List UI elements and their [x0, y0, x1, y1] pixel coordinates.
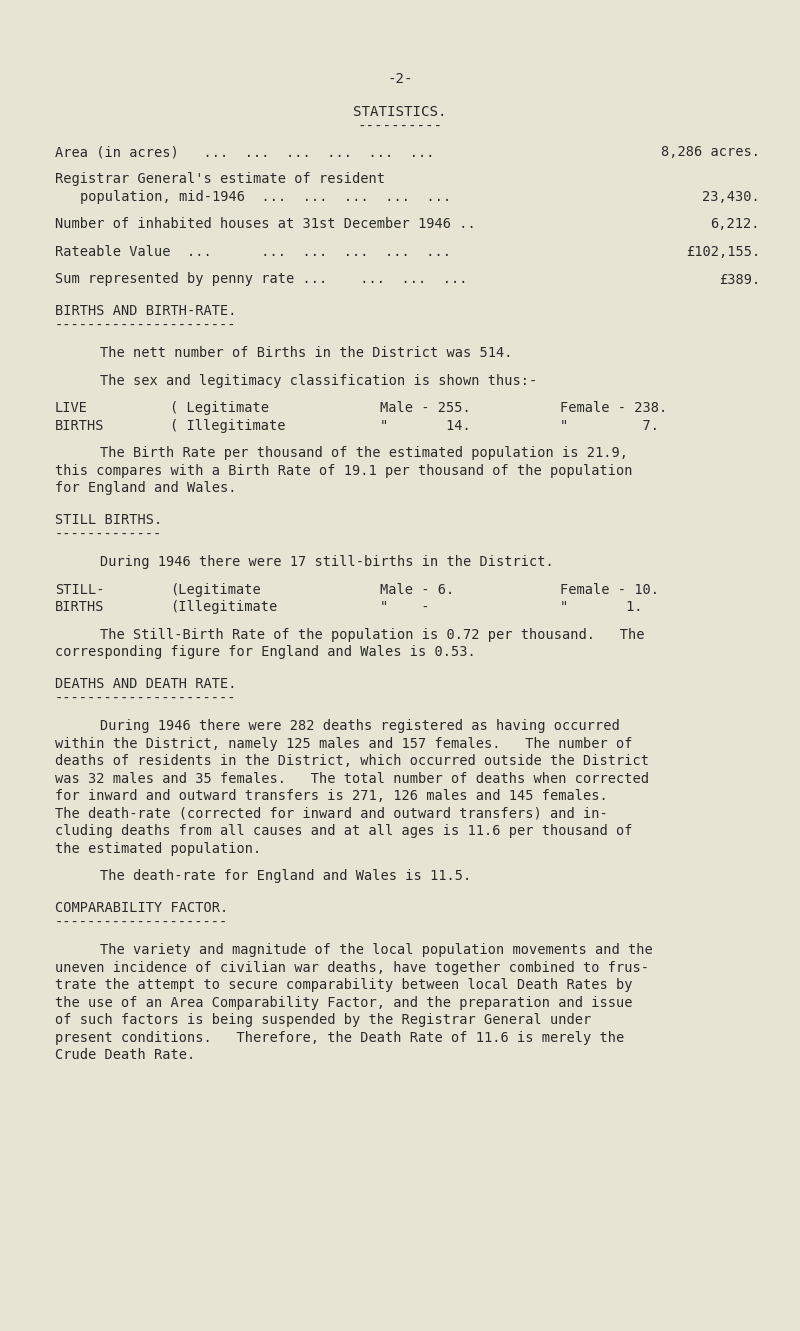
Text: -2-: -2- — [387, 72, 413, 87]
Text: Crude Death Rate.: Crude Death Rate. — [55, 1047, 195, 1062]
Text: STILL-: STILL- — [55, 583, 105, 596]
Text: deaths of residents in the District, which occurred outside the District: deaths of residents in the District, whi… — [55, 755, 649, 768]
Text: The variety and magnitude of the local population movements and the: The variety and magnitude of the local p… — [100, 942, 653, 957]
Text: uneven incidence of civilian war deaths, have together combined to frus-: uneven incidence of civilian war deaths,… — [55, 961, 649, 974]
Text: the use of an Area Comparability Factor, and the preparation and issue: the use of an Area Comparability Factor,… — [55, 996, 633, 1009]
Text: Number of inhabited houses at 31st December 1946 ..: Number of inhabited houses at 31st Decem… — [55, 217, 476, 232]
Text: (Legitimate: (Legitimate — [170, 583, 261, 596]
Text: Registrar General's estimate of resident: Registrar General's estimate of resident — [55, 173, 385, 186]
Text: Male - 255.: Male - 255. — [380, 402, 470, 415]
Text: ----------------------: ---------------------- — [55, 692, 237, 705]
Text: BIRTHS: BIRTHS — [55, 419, 105, 433]
Text: Sum represented by penny rate ...    ...  ...  ...: Sum represented by penny rate ... ... ..… — [55, 273, 467, 286]
Text: "    -: " - — [380, 600, 430, 614]
Text: 23,430.: 23,430. — [702, 190, 760, 204]
Text: this compares with a Birth Rate of 19.1 per thousand of the population: this compares with a Birth Rate of 19.1 … — [55, 465, 633, 478]
Text: Rateable Value  ...      ...  ...  ...  ...  ...: Rateable Value ... ... ... ... ... ... — [55, 245, 451, 260]
Text: The sex and legitimacy classification is shown thus:-: The sex and legitimacy classification is… — [100, 374, 538, 387]
Text: The nett number of Births in the District was 514.: The nett number of Births in the Distric… — [100, 346, 513, 361]
Text: BIRTHS AND BIRTH-RATE.: BIRTHS AND BIRTH-RATE. — [55, 303, 237, 318]
Text: ( Illegitimate: ( Illegitimate — [170, 419, 286, 433]
Text: STILL BIRTHS.: STILL BIRTHS. — [55, 512, 162, 527]
Text: Female - 10.: Female - 10. — [560, 583, 659, 596]
Text: corresponding figure for England and Wales is 0.53.: corresponding figure for England and Wal… — [55, 646, 476, 659]
Text: for England and Wales.: for England and Wales. — [55, 482, 237, 495]
Text: The death-rate (corrected for inward and outward transfers) and in-: The death-rate (corrected for inward and… — [55, 807, 608, 821]
Text: (Illegitimate: (Illegitimate — [170, 600, 278, 614]
Text: ---------------------: --------------------- — [55, 916, 228, 929]
Text: The Birth Rate per thousand of the estimated population is 21.9,: The Birth Rate per thousand of the estim… — [100, 446, 628, 461]
Text: LIVE: LIVE — [55, 402, 88, 415]
Text: within the District, namely 125 males and 157 females.   The number of: within the District, namely 125 males an… — [55, 736, 633, 751]
Text: ----------------------: ---------------------- — [55, 319, 237, 333]
Text: 6,212.: 6,212. — [710, 217, 760, 232]
Text: "       14.: " 14. — [380, 419, 470, 433]
Text: -------------: ------------- — [55, 528, 162, 542]
Text: Female - 238.: Female - 238. — [560, 402, 667, 415]
Text: COMPARABILITY FACTOR.: COMPARABILITY FACTOR. — [55, 901, 228, 914]
Text: the estimated population.: the estimated population. — [55, 841, 262, 856]
Text: cluding deaths from all causes and at all ages is 11.6 per thousand of: cluding deaths from all causes and at al… — [55, 824, 633, 839]
Text: "       1.: " 1. — [560, 600, 642, 614]
Text: During 1946 there were 282 deaths registered as having occurred: During 1946 there were 282 deaths regist… — [100, 719, 620, 733]
Text: BIRTHS: BIRTHS — [55, 600, 105, 614]
Text: ----------: ---------- — [358, 120, 442, 134]
Text: Area (in acres)   ...  ...  ...  ...  ...  ...: Area (in acres) ... ... ... ... ... ... — [55, 145, 434, 158]
Text: Male - 6.: Male - 6. — [380, 583, 454, 596]
Text: During 1946 there were 17 still-births in the District.: During 1946 there were 17 still-births i… — [100, 555, 554, 570]
Text: DEATHS AND DEATH RATE.: DEATHS AND DEATH RATE. — [55, 676, 237, 691]
Text: present conditions.   Therefore, the Death Rate of 11.6 is merely the: present conditions. Therefore, the Death… — [55, 1030, 624, 1045]
Text: 8,286 acres.: 8,286 acres. — [661, 145, 760, 158]
Text: £102,155.: £102,155. — [686, 245, 760, 260]
Text: population, mid-1946  ...  ...  ...  ...  ...: population, mid-1946 ... ... ... ... ... — [80, 190, 451, 204]
Text: was 32 males and 35 females.   The total number of deaths when corrected: was 32 males and 35 females. The total n… — [55, 772, 649, 785]
Text: The death-rate for England and Wales is 11.5.: The death-rate for England and Wales is … — [100, 869, 471, 884]
Text: "         7.: " 7. — [560, 419, 659, 433]
Text: trate the attempt to secure comparability between local Death Rates by: trate the attempt to secure comparabilit… — [55, 978, 633, 992]
Text: of such factors is being suspended by the Registrar General under: of such factors is being suspended by th… — [55, 1013, 591, 1028]
Text: STATISTICS.: STATISTICS. — [354, 105, 446, 118]
Text: for inward and outward transfers is 271, 126 males and 145 females.: for inward and outward transfers is 271,… — [55, 789, 608, 803]
Text: The Still-Birth Rate of the population is 0.72 per thousand.   The: The Still-Birth Rate of the population i… — [100, 628, 645, 642]
Text: £389.: £389. — [718, 273, 760, 286]
Text: ( Legitimate: ( Legitimate — [170, 402, 269, 415]
